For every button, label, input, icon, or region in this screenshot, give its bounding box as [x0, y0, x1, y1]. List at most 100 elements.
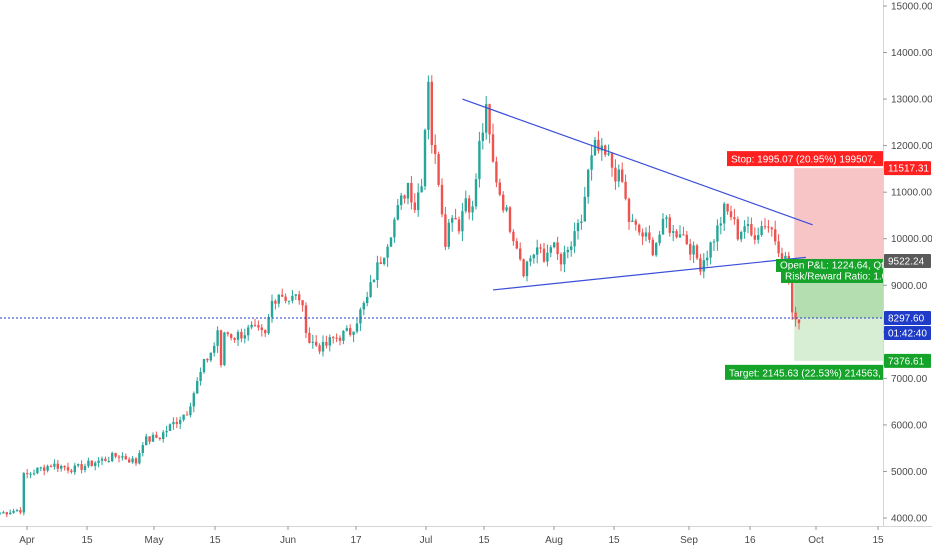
x-tick-label: May: [145, 535, 164, 546]
candle-body: [49, 465, 53, 467]
candle-body: [410, 182, 413, 203]
candle-body: [230, 334, 233, 338]
candle-body: [709, 242, 712, 258]
candle-body: [104, 458, 107, 462]
candle-body: [464, 198, 467, 212]
candle-body: [536, 247, 539, 255]
candle-body: [723, 203, 726, 224]
candle-body: [447, 222, 450, 247]
candle-body: [672, 231, 675, 233]
candle-body: [379, 262, 382, 265]
candle-body: [9, 512, 12, 515]
triangle-upper-line: [462, 98, 813, 226]
candle-body: [148, 436, 151, 442]
candle-body: [260, 327, 263, 331]
y-tick-label: 11000.00: [891, 188, 932, 199]
candle-body: [559, 254, 563, 265]
candle-body: [15, 510, 19, 512]
candle-body: [318, 345, 321, 352]
candle-body: [12, 510, 15, 513]
candle-body: [287, 300, 291, 302]
candle-body: [223, 332, 226, 366]
candle-body: [553, 242, 556, 248]
candle-body: [192, 393, 195, 407]
candle-body: [383, 257, 386, 265]
candle-body: [522, 259, 525, 277]
candle-body: [400, 195, 403, 206]
candle-body: [736, 219, 739, 240]
candle-body: [794, 312, 797, 320]
candle-body: [610, 153, 614, 168]
candle-body: [614, 167, 617, 182]
x-tick-label: 15: [872, 535, 884, 546]
candle-body: [539, 247, 542, 249]
x-tick-label: Jun: [280, 535, 296, 546]
candle-body: [627, 198, 631, 222]
risk-reward-label-box: [781, 269, 883, 283]
candle-body: [53, 463, 56, 467]
candle-body: [36, 467, 39, 474]
candle-body: [196, 380, 199, 394]
candle-body: [631, 220, 634, 222]
y-tick-label: 9000.00: [891, 281, 928, 292]
x-tick-label: 17: [350, 535, 362, 546]
candle-body: [525, 261, 529, 277]
candle-body: [587, 169, 590, 197]
candle-body: [0, 513, 2, 515]
candle-body: [165, 430, 168, 433]
candle-body: [685, 234, 688, 245]
candle-body: [549, 247, 552, 253]
candle-body: [413, 202, 416, 210]
candle-body: [83, 466, 87, 470]
target-zone: [794, 317, 883, 361]
candle-body: [2, 512, 5, 514]
candle-body: [155, 434, 158, 438]
candle-body: [66, 467, 70, 471]
candle-body: [60, 465, 63, 469]
triangle-lower-line: [492, 256, 806, 291]
candle-body: [362, 302, 365, 310]
candle-body: [250, 324, 253, 328]
candle-body: [117, 456, 121, 458]
candle-body: [162, 432, 165, 440]
candle-body: [315, 341, 318, 346]
y-tick-label: 15000.00: [891, 2, 932, 13]
candle-body: [774, 229, 777, 242]
candle-body: [542, 248, 546, 262]
candle-body: [352, 331, 355, 335]
candle-body: [32, 473, 36, 475]
candle-body: [678, 234, 682, 238]
candle-body: [648, 232, 651, 240]
candle-body: [301, 300, 304, 306]
candle-body: [335, 337, 338, 339]
candle-body: [570, 246, 573, 250]
candle-body: [291, 295, 294, 301]
candle-body: [39, 467, 42, 469]
candle-body: [740, 232, 743, 240]
candle-body: [406, 182, 410, 199]
candle-body: [515, 241, 518, 249]
candle-body: [396, 205, 399, 220]
candle-body: [655, 243, 658, 256]
candle-body: [325, 341, 328, 346]
candle-body: [182, 414, 185, 420]
candle-body: [556, 242, 559, 255]
candle-body: [481, 132, 484, 141]
candle-body: [661, 218, 665, 235]
candle-body: [209, 352, 212, 361]
candle-body: [695, 245, 699, 259]
y-tick-label: 13000.00: [891, 95, 932, 106]
triangle-trendlines[interactable]: [462, 98, 813, 291]
candle-body: [121, 456, 124, 458]
candle-body: [719, 223, 722, 226]
candle-body: [658, 234, 661, 244]
current-price-tag-box: [884, 310, 931, 325]
candle-body: [434, 145, 437, 155]
time-axis[interactable]: Apr 15 May 15 Jun 17 Jul 15 Aug 15 Sep 16 Oct 15: [19, 526, 884, 546]
candle-body: [471, 206, 474, 213]
candle-body: [495, 161, 498, 183]
candle-body: [641, 232, 644, 237]
candle-body: [580, 221, 583, 224]
candle-body: [56, 463, 59, 469]
